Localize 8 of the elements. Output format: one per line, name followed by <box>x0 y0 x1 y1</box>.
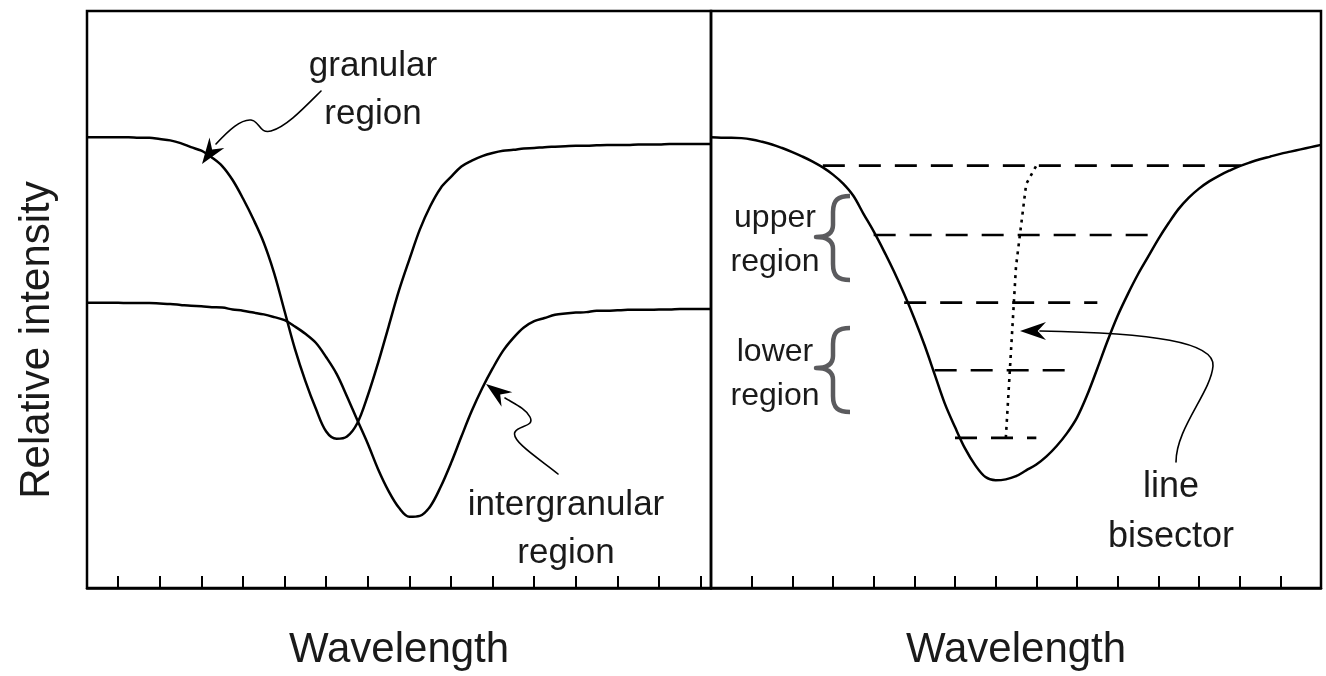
annotation: lower region <box>730 331 820 414</box>
annotation: line bisector <box>1107 463 1235 557</box>
x-axis-title: Wavelength <box>905 623 1127 671</box>
text: granular region <box>308 43 438 133</box>
annotation: intergranular region <box>467 482 665 572</box>
x-axis-title: Wavelength <box>288 623 510 671</box>
annotation: upper region <box>730 197 820 280</box>
y-axis-title: Relative intensity <box>11 181 59 499</box>
